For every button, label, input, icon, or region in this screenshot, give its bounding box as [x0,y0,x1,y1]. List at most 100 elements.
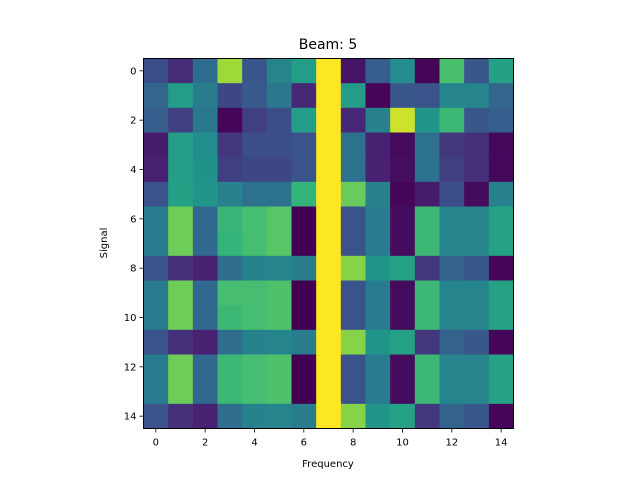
heatmap-cell [143,107,169,133]
heatmap-cell [217,132,243,158]
heatmap-cell [365,58,391,84]
heatmap-cell [390,403,416,429]
heatmap-cell [390,206,416,232]
heatmap-cell [340,58,366,84]
heatmap-cell [439,181,465,207]
heatmap-cell [192,280,218,306]
heatmap-cell [464,255,490,281]
heatmap-cell [242,231,268,257]
heatmap-cell [168,132,194,158]
heatmap-cell [390,379,416,405]
heatmap-cell [464,231,490,257]
heatmap-cell [242,132,268,158]
heatmap-cell [217,58,243,84]
heatmap-cell [488,231,514,257]
heatmap-cell [217,403,243,429]
heatmap-cell [488,305,514,331]
heatmap-cell [464,329,490,355]
heatmap-cell [242,305,268,331]
heatmap-cells [143,58,514,429]
heatmap-cell [217,83,243,109]
heatmap-cell [291,231,317,257]
heatmap-cell [291,329,317,355]
heatmap-cell [242,280,268,306]
heatmap-cell [365,403,391,429]
x-axis-ticks: 0 2 4 6 8 10 12 14 [153,428,508,449]
heatmap-cell [217,255,243,281]
heatmap-cell [414,354,440,380]
heatmap-cell [291,58,317,84]
heatmap-cell [143,403,169,429]
heatmap-cell [365,206,391,232]
heatmap-cell [414,206,440,232]
y-tick-label: 4 [130,165,136,176]
heatmap-cell [192,107,218,133]
heatmap-cell [464,181,490,207]
heatmap-cell [242,379,268,405]
heatmap-cell [439,132,465,158]
heatmap-cell [266,107,292,133]
heatmap-cell [414,379,440,405]
heatmap-cell [291,354,317,380]
heatmap-cell [488,354,514,380]
heatmap-cell [143,181,169,207]
heatmap-cell [242,403,268,429]
heatmap-cell [291,305,317,331]
heatmap-cell [316,280,342,306]
heatmap-cell [192,83,218,109]
heatmap-cell [291,280,317,306]
heatmap-cell [464,83,490,109]
y-tick-label: 0 [130,66,136,77]
y-axis-ticks: 0 2 4 6 8 10 12 14 [124,66,144,423]
heatmap-cell [365,107,391,133]
heatmap-cell [340,181,366,207]
heatmap-cell [291,83,317,109]
heatmap-cell [439,255,465,281]
heatmap-cell [192,181,218,207]
heatmap-cell [266,231,292,257]
heatmap-cell [266,181,292,207]
y-tick-label: 2 [130,116,136,127]
heatmap-cell [291,157,317,183]
heatmap-cell [439,157,465,183]
x-tick-label: 14 [495,438,508,449]
heatmap-cell [365,255,391,281]
heatmap-cell [192,354,218,380]
y-tick-label: 14 [124,412,137,423]
heatmap-cell [340,354,366,380]
heatmap-cell [365,83,391,109]
heatmap-cell [316,231,342,257]
heatmap-cell [488,379,514,405]
heatmap-cell [340,255,366,281]
chart-title: Beam: 5 [299,37,358,53]
heatmap-cell [439,354,465,380]
heatmap-cell [217,379,243,405]
heatmap-cell [390,280,416,306]
heatmap-cell [192,58,218,84]
heatmap-cell [439,403,465,429]
heatmap-cell [390,329,416,355]
heatmap-cell [242,83,268,109]
heatmap-cell [464,280,490,306]
heatmap-cell [390,255,416,281]
heatmap-cell [266,354,292,380]
heatmap-cell [192,305,218,331]
y-tick-label: 6 [130,214,136,225]
heatmap-cell [266,206,292,232]
heatmap-cell [488,157,514,183]
heatmap-cell [168,231,194,257]
heatmap-cell [414,305,440,331]
heatmap-cell [291,403,317,429]
heatmap-cell [488,255,514,281]
heatmap-cell [414,107,440,133]
heatmap-cell [365,379,391,405]
heatmap-cell [365,354,391,380]
heatmap-cell [143,329,169,355]
heatmap-cell [242,181,268,207]
heatmap-cell [266,255,292,281]
heatmap-cell [217,206,243,232]
heatmap-cell [365,280,391,306]
heatmap-cell [217,181,243,207]
heatmap-cell [192,379,218,405]
